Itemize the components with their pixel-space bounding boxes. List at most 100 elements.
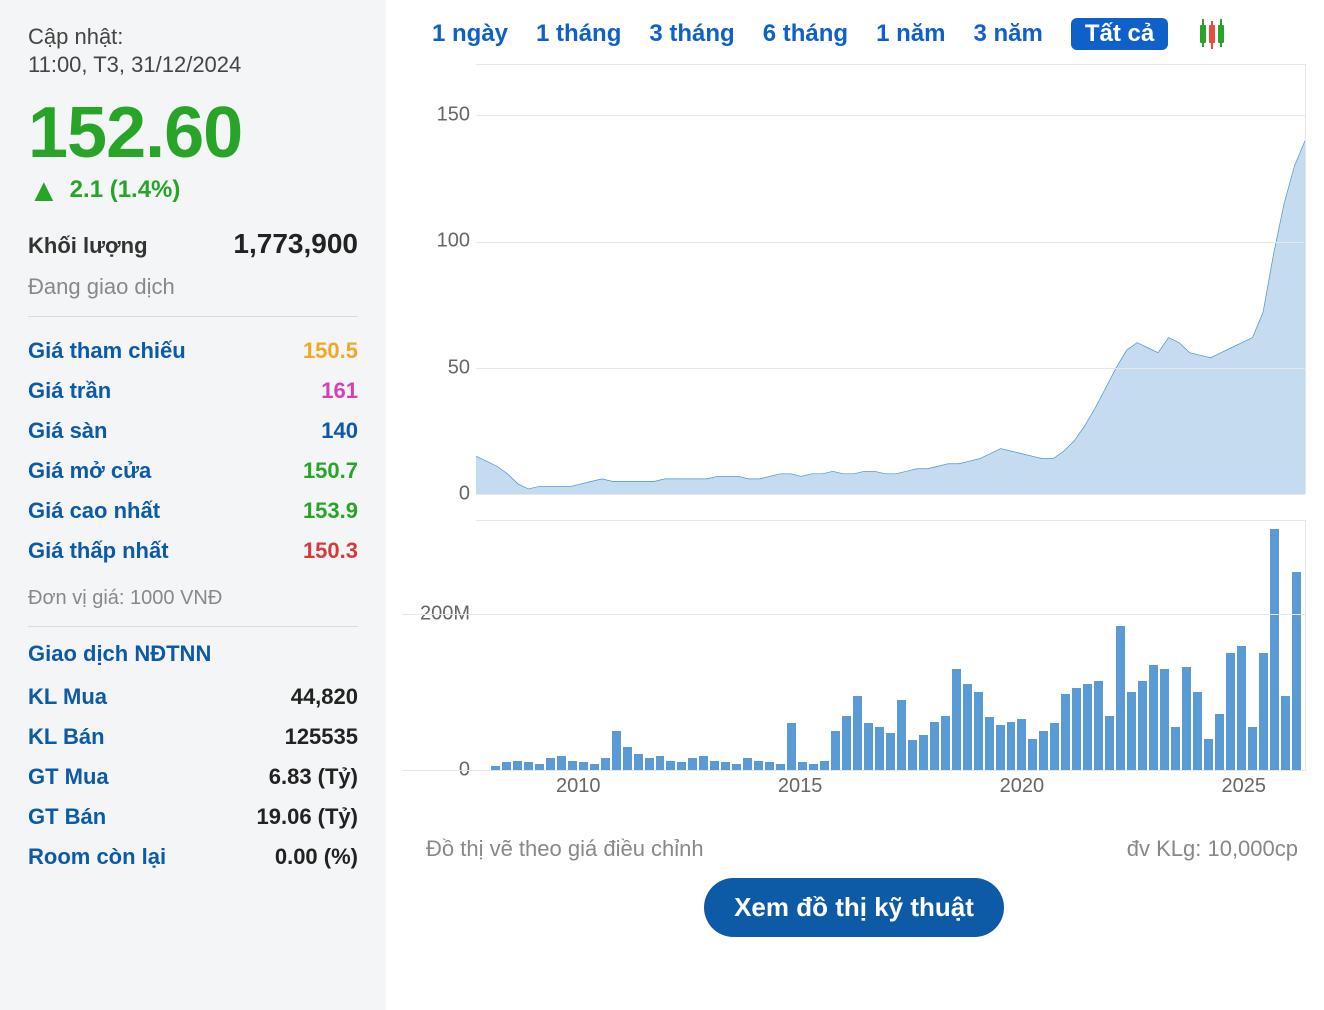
volume-bar xyxy=(831,731,840,770)
foreign-row-value: 6.83 (Tỷ) xyxy=(269,764,358,790)
range-tab[interactable]: 3 tháng xyxy=(649,20,734,48)
price-row-value: 140 xyxy=(321,418,358,444)
foreign-row: KL Mua44,820 xyxy=(28,677,358,717)
range-tabs: 1 ngày 1 tháng 3 tháng 6 tháng 1 năm 3 năm Tất… xyxy=(402,14,1306,64)
volume-bar xyxy=(974,692,983,770)
foreign-row-label: KL Bán xyxy=(28,724,105,750)
reference-prices: Giá tham chiếu150.5Giá trần161Giá sàn140… xyxy=(28,331,358,571)
volume-bar xyxy=(886,733,895,770)
foreign-row-label: GT Mua xyxy=(28,764,109,790)
volume-bar xyxy=(1281,696,1290,770)
arrow-up-icon: ▲ xyxy=(28,174,60,206)
volume-bar xyxy=(634,754,643,770)
volume-bar xyxy=(1127,692,1136,770)
price-row-value: 150.5 xyxy=(303,338,358,364)
price-chart[interactable]: 050100150 xyxy=(402,64,1306,494)
volume-bar xyxy=(502,762,511,770)
volume-bar xyxy=(1039,731,1048,770)
volume-bar xyxy=(1160,669,1169,770)
price-unit-note: Đơn vị giá: 1000 VNĐ xyxy=(28,587,358,610)
range-tab[interactable]: Tất cả xyxy=(1071,18,1168,50)
volume-plot-area xyxy=(476,520,1306,770)
volume-bar xyxy=(842,716,851,770)
last-price: 152.60 xyxy=(28,96,358,172)
volume-bar xyxy=(1149,665,1158,770)
volume-bar xyxy=(656,756,665,770)
volume-chart[interactable]: 0200M 2010201520202025 xyxy=(402,520,1306,770)
volume-bar xyxy=(1182,667,1191,770)
volume-bar xyxy=(699,756,708,770)
price-row-value: 150.3 xyxy=(303,538,358,564)
volume-bar xyxy=(1017,719,1026,770)
volume-bar xyxy=(1215,714,1224,770)
stock-info-panel: Cập nhật: 11:00, T3, 31/12/2024 152.60 ▲… xyxy=(0,0,386,1010)
volume-bar xyxy=(1083,684,1092,770)
volume-bar xyxy=(941,716,950,770)
volume-bar xyxy=(1061,694,1070,770)
volume-bar xyxy=(612,731,621,770)
range-tab[interactable]: 6 tháng xyxy=(763,20,848,48)
gridline xyxy=(476,368,1305,369)
chart-footer: Đồ thị vẽ theo giá điều chỉnh đv KLg: 10… xyxy=(402,836,1306,862)
volume-bar xyxy=(820,761,829,770)
price-change-text: 2.1 (1.4%) xyxy=(70,176,181,204)
volume-y-axis: 0200M xyxy=(402,520,476,770)
volume-bar xyxy=(557,756,566,770)
volume-bar xyxy=(710,761,719,770)
volume-bar xyxy=(787,723,796,770)
volume-bar xyxy=(645,758,654,770)
volume-bar xyxy=(1270,529,1279,770)
volume-bar xyxy=(930,722,939,770)
gridline xyxy=(476,494,1305,495)
volume-bar xyxy=(1050,723,1059,770)
volume-bar xyxy=(1138,681,1147,770)
y-tick-label: 100 xyxy=(437,230,470,253)
price-row-value: 153.9 xyxy=(303,498,358,524)
price-row: Giá cao nhất153.9 xyxy=(28,491,358,531)
foreign-trading-rows: KL Mua44,820KL Bán125535GT Mua6.83 (Tỷ)G… xyxy=(28,677,358,877)
gridline xyxy=(476,242,1305,243)
price-y-axis: 050100150 xyxy=(402,64,476,494)
volume-bar xyxy=(1116,626,1125,770)
gridline xyxy=(402,770,1306,771)
foreign-row: Room còn lại0.00 (%) xyxy=(28,837,358,877)
price-row: Giá sàn 140 xyxy=(28,411,358,451)
price-row-label: Giá thấp nhất xyxy=(28,538,169,564)
y-tick-label: 50 xyxy=(448,356,470,379)
range-tab[interactable]: 1 năm xyxy=(876,20,945,48)
volume-bar xyxy=(1072,688,1081,770)
range-tab[interactable]: 1 ngày xyxy=(432,20,508,48)
volume-bar xyxy=(1094,681,1103,770)
volume-bar xyxy=(677,762,686,770)
technical-chart-button[interactable]: Xem đồ thị kỹ thuật xyxy=(704,878,1004,937)
volume-bar xyxy=(875,727,884,770)
volume-bar xyxy=(765,762,774,770)
x-tick-label: 2020 xyxy=(1000,775,1045,798)
foreign-trading-title: Giao dịch NĐTNN xyxy=(28,641,358,667)
chart-footer-right: đv KLg: 10,000cp xyxy=(1127,836,1298,862)
range-tab[interactable]: 3 năm xyxy=(973,20,1042,48)
y-tick-label: 150 xyxy=(437,103,470,126)
candlestick-icon[interactable] xyxy=(1200,25,1224,43)
volume-bar xyxy=(908,740,917,770)
price-change: ▲ 2.1 (1.4%) xyxy=(28,174,358,206)
gridline xyxy=(402,614,1306,615)
volume-bar xyxy=(1248,727,1257,770)
range-tab[interactable]: 1 tháng xyxy=(536,20,621,48)
volume-bar xyxy=(897,700,906,770)
price-line-svg xyxy=(476,65,1305,494)
volume-bar xyxy=(666,761,675,770)
volume-bar xyxy=(1292,572,1301,770)
volume-bar xyxy=(743,758,752,770)
volume-label: Khối lượng xyxy=(28,233,148,259)
volume-bar xyxy=(688,758,697,770)
price-row-value: 161 xyxy=(321,378,358,404)
volume-bar xyxy=(1028,739,1037,770)
price-plot-area xyxy=(476,64,1306,494)
foreign-row-value: 125535 xyxy=(285,724,358,750)
volume-bar xyxy=(1007,722,1016,770)
price-row-label: Giá sàn xyxy=(28,418,107,444)
volume-bar xyxy=(1259,653,1268,770)
volume-bar xyxy=(1226,653,1235,770)
volume-bar xyxy=(524,762,533,770)
